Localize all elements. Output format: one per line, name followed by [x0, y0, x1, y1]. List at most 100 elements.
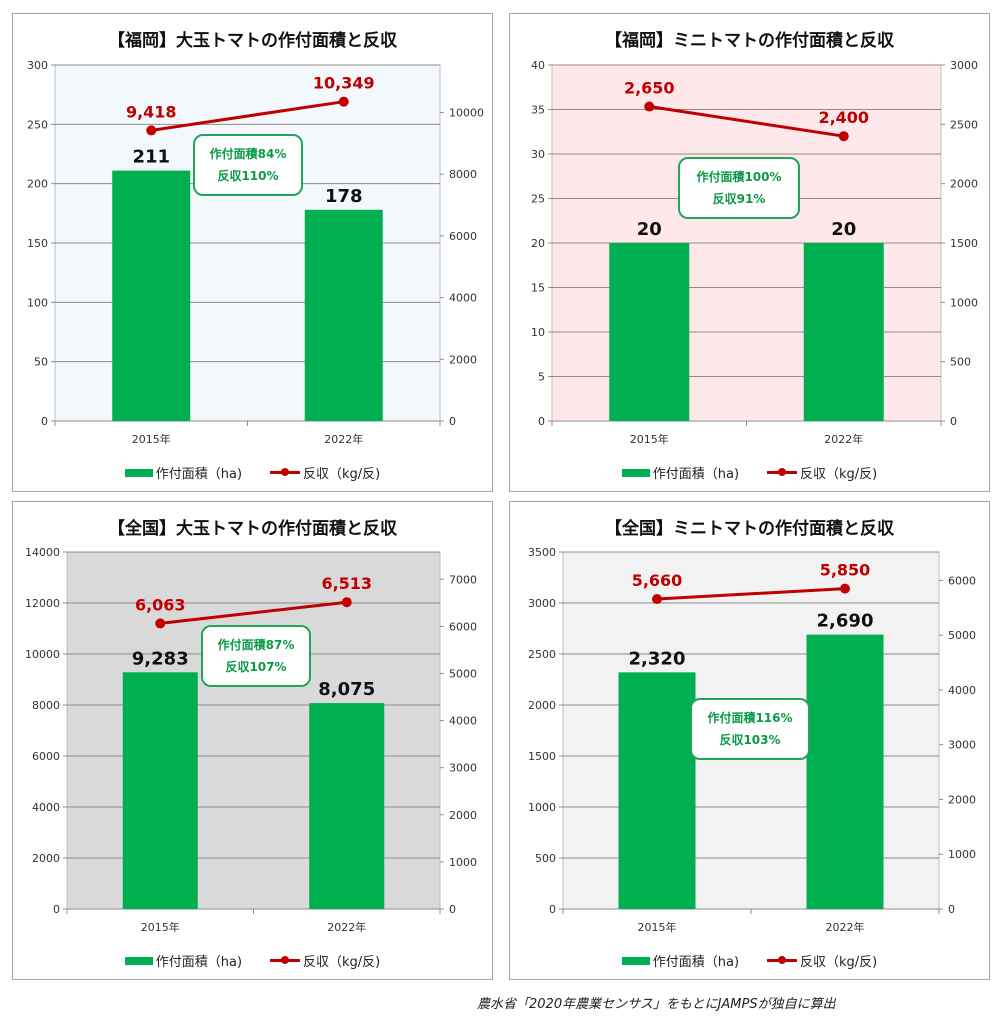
- y2-tick-label: 7000: [449, 573, 477, 586]
- callout-yield-ratio: 反収110%: [217, 169, 279, 183]
- chart-panel-national-mini-tomato: 【全国】ミニトマトの作付面積と反収 0 500 1000 1500 2000 2500 30…: [509, 501, 990, 980]
- y-tick-label: 10000: [25, 648, 60, 661]
- bar: [309, 703, 385, 909]
- legend-line-swatch: [767, 956, 798, 964]
- chart-svg: 0 2000 4000 6000 8000 10000 12000 14000 0 1000 200…: [25, 546, 477, 934]
- y2-tick-label: 0: [950, 415, 957, 428]
- y2-tick-label: 1000: [948, 848, 976, 861]
- bar: [803, 243, 884, 421]
- y-tick-label: 10: [531, 326, 545, 339]
- legend-item-area: 作付面積（ha): [621, 463, 740, 482]
- y-tick-label: 12000: [25, 597, 60, 610]
- yield-data-label: 6,063: [135, 595, 186, 614]
- y-tick-label: 2500: [528, 648, 556, 661]
- y2-tick-label: 6000: [948, 574, 976, 587]
- bar: [304, 209, 383, 421]
- legend-item-area: 作付面積（ha): [124, 463, 243, 482]
- y2-tick-label: 2000: [950, 178, 978, 191]
- ratio-callout: 作付面積84% 反収110%: [193, 134, 303, 196]
- callout-yield-ratio: 反収103%: [719, 733, 781, 747]
- y-tick-label: 300: [27, 59, 48, 72]
- yield-line: [151, 100, 344, 132]
- chart-legend: 作付面積（ha) 反収（kg/反): [510, 951, 989, 970]
- callout-area-ratio: 作付面積87%: [217, 638, 295, 652]
- y2-tick-label: 3000: [950, 59, 978, 72]
- y-tick-label: 100: [27, 296, 48, 309]
- y-tick-label: 250: [27, 118, 48, 131]
- callout-area-ratio: 作付面積100%: [696, 170, 782, 184]
- legend-bar-swatch: [621, 956, 650, 965]
- x-tick-label: 2022年: [826, 920, 865, 934]
- y-tick-label: 0: [53, 903, 60, 916]
- legend-bar-swatch: [621, 468, 650, 477]
- yield-data-label: 6,513: [321, 574, 372, 593]
- y2-tick-label: 6000: [449, 620, 477, 633]
- y2-tick-label: 8000: [449, 168, 477, 181]
- y-tick-label: 5: [538, 371, 545, 384]
- y-tick-label: 8000: [32, 699, 60, 712]
- legend-label-area: 作付面積（ha): [652, 955, 740, 970]
- y-tick-label: 2000: [32, 852, 60, 865]
- y-tick-label: 25: [531, 193, 545, 206]
- yield-line: [649, 105, 844, 138]
- legend-label-area: 作付面積（ha): [155, 955, 243, 970]
- x-tick-label: 2015年: [132, 432, 171, 446]
- bar-data-label: 20: [637, 219, 662, 240]
- y-tick-label: 30: [531, 148, 545, 161]
- yield-data-label: 2,650: [624, 79, 675, 98]
- legend-item-area: 作付面積（ha): [124, 951, 243, 970]
- yield-line: [656, 587, 846, 601]
- yield-data-label: 9,418: [126, 102, 177, 121]
- yield-point: [338, 96, 349, 107]
- bar-data-label: 2,690: [817, 611, 874, 632]
- y2-tick-label: 2500: [950, 118, 978, 131]
- y-tick-label: 15: [531, 282, 545, 295]
- ratio-callout: 作付面積116% 反収103%: [690, 698, 810, 760]
- chart-panel-fukuoka-mini-tomato: 【福岡】ミニトマトの作付面積と反収 0 5 10 15 20 25 30 35 40 0 500 10…: [509, 13, 990, 492]
- source-note: 農水省「2020年農業センサス」をもとにJAMPSが独自に算出: [477, 997, 836, 1012]
- legend-item-area: 作付面積（ha): [621, 951, 740, 970]
- yield-point: [341, 597, 352, 608]
- legend-label-area: 作付面積（ha): [652, 467, 740, 482]
- chart-panel-fukuoka-large-tomato: 【福岡】大玉トマトの作付面積と反収 0 50 100 150 200 250 300 0 200…: [12, 13, 493, 492]
- legend-bar-swatch: [124, 956, 153, 965]
- y-tick-label: 14000: [25, 546, 60, 559]
- legend-item-yield: 反収（kg/反): [270, 951, 380, 970]
- legend-label-yield: 反収（kg/反): [303, 955, 381, 970]
- y2-tick-label: 4000: [948, 684, 976, 697]
- legend-bar-swatch: [124, 468, 153, 477]
- bar: [806, 634, 884, 909]
- y2-tick-label: 5000: [449, 667, 477, 680]
- y-tick-label: 0: [538, 415, 545, 428]
- chart-panel-national-large-tomato: 【全国】大玉トマトの作付面積と反収 0 2000 4000 6000 8000 10000…: [12, 501, 493, 980]
- y2-tick-label: 5000: [948, 629, 976, 642]
- bar-data-label: 9,283: [132, 648, 189, 669]
- callout-yield-ratio: 反収91%: [712, 192, 766, 206]
- y-tick-label: 2000: [528, 699, 556, 712]
- yield-data-label: 5,660: [632, 571, 683, 590]
- y2-tick-label: 0: [449, 415, 456, 428]
- bar: [618, 672, 696, 909]
- y-tick-label: 500: [535, 852, 556, 865]
- y2-tick-label: 10000: [449, 106, 484, 119]
- x-tick-label: 2022年: [327, 920, 366, 934]
- y-tick-label: 4000: [32, 801, 60, 814]
- callout-area-ratio: 作付面積84%: [209, 147, 287, 161]
- chart-legend: 作付面積（ha) 反収（kg/反): [13, 463, 492, 482]
- y2-tick-label: 3000: [449, 762, 477, 775]
- chart-title: 【全国】大玉トマトの作付面積と反収: [108, 519, 397, 539]
- chart-legend: 作付面積（ha) 反収（kg/反): [13, 951, 492, 970]
- legend-line-swatch: [767, 468, 798, 476]
- legend-label-area: 作付面積（ha): [155, 467, 243, 482]
- legend-item-yield: 反収（kg/反): [270, 463, 380, 482]
- x-tick-label: 2015年: [141, 920, 180, 934]
- callout-area-ratio: 作付面積116%: [707, 711, 793, 725]
- x-tick-label: 2015年: [638, 920, 677, 934]
- yield-point: [652, 594, 662, 605]
- bar: [112, 170, 191, 421]
- x-tick-label: 2022年: [324, 432, 363, 446]
- y-tick-label: 20: [531, 237, 545, 250]
- bar: [122, 672, 198, 909]
- y-tick-label: 1500: [528, 750, 556, 763]
- y-tick-label: 6000: [32, 750, 60, 763]
